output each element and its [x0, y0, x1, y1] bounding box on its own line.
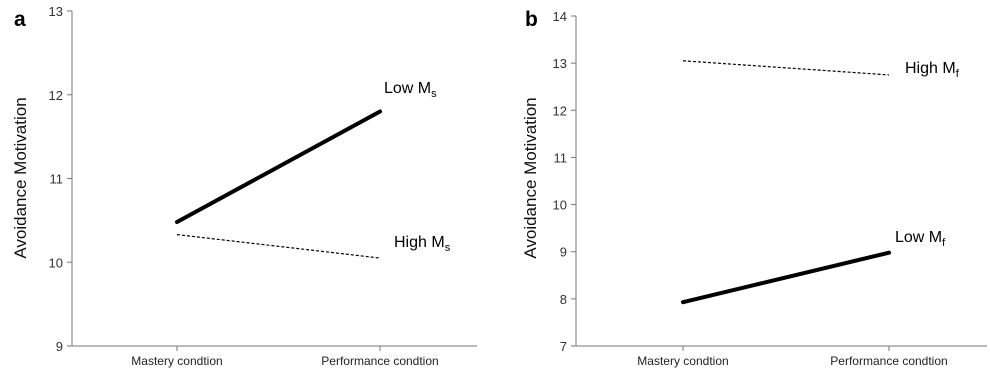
series-line — [681, 250, 891, 305]
y-tick-label: 13 — [553, 56, 567, 71]
y-tick-label: 10 — [49, 255, 63, 270]
series-label-subscript: f — [956, 68, 960, 80]
y-tick-label: 8 — [560, 292, 567, 307]
series-label-name: Low M — [895, 229, 942, 246]
series-line — [682, 60, 890, 76]
y-tick-label: 12 — [49, 88, 63, 103]
y-tick-label: 7 — [560, 339, 567, 354]
series-line — [175, 109, 382, 225]
y-tick-label: 9 — [56, 339, 63, 354]
series-label: Low Mf — [895, 229, 946, 249]
x-tick-label: Mastery condtion — [131, 354, 222, 368]
series-label-name: High M — [394, 234, 445, 251]
y-tick-label: 12 — [553, 103, 567, 118]
series-label-name: High M — [905, 60, 956, 77]
series-line — [176, 234, 381, 259]
series-label-name: Low M — [384, 80, 431, 97]
panel-label: a — [14, 8, 26, 31]
series-label: High Ms — [394, 234, 451, 254]
y-tick-label: 10 — [553, 198, 567, 213]
series-label-subscript: s — [431, 88, 437, 100]
chart-panel-a: a 9 10 11 12 13 Mastery condtion Performance co… — [11, 4, 477, 368]
x-tick-label: Mastery condtion — [637, 354, 728, 368]
panel-label: b — [525, 8, 538, 31]
series-label-subscript: f — [942, 237, 946, 249]
series-label: Low Ms — [384, 80, 437, 100]
y-tick-label: 9 — [560, 245, 567, 260]
chart-panel-b: b 7 8 9 10 11 12 13 14 Mastery condtion Performanc… — [521, 8, 987, 368]
y-tick-label: 13 — [49, 4, 63, 19]
series-label-subscript: s — [445, 242, 451, 254]
y-tick-label: 14 — [553, 9, 567, 24]
x-tick-label: Performance condtion — [830, 354, 947, 368]
y-axis-label: Avoidance Motivation — [521, 97, 540, 258]
y-axis-label: Avoidance Motivation — [11, 97, 30, 258]
x-tick-label: Performance condtion — [321, 354, 438, 368]
y-tick-label: 11 — [554, 150, 568, 165]
y-tick-label: 11 — [50, 172, 64, 187]
series-label: High Mf — [905, 60, 960, 80]
